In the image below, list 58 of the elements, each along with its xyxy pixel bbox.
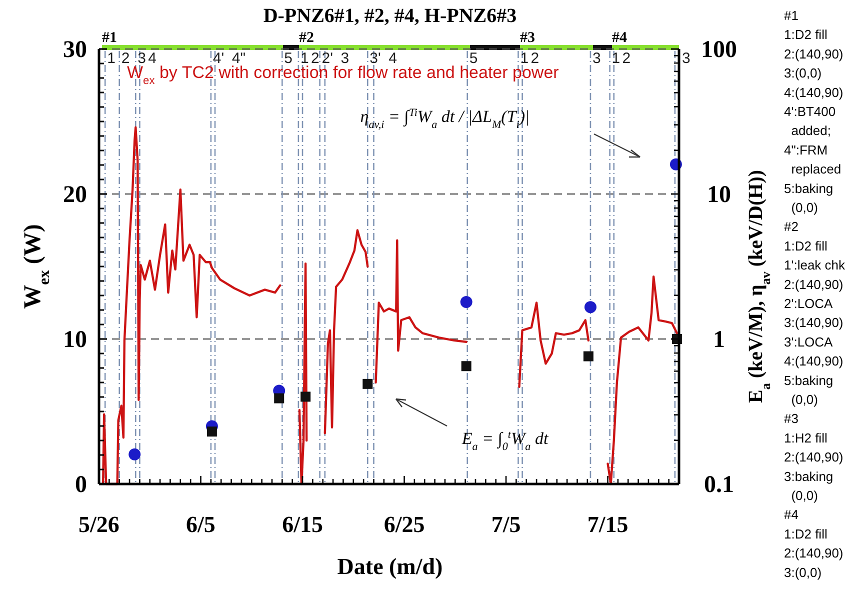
text: 1:H2 fill bbox=[784, 430, 828, 446]
ref-line-label: 3 bbox=[592, 50, 601, 67]
text: 2:(140,90) bbox=[784, 450, 844, 465]
text: 2':LOCA bbox=[784, 296, 834, 311]
text: η$_{av,i}$ = ∫$^{Ti}$W$_{a}$ dt / |ΔL$_{M}$(T$_{i}$)| bbox=[360, 107, 530, 131]
x-tick-label: 6/5 bbox=[186, 512, 216, 537]
ref-line-label: 1 bbox=[612, 50, 620, 67]
text: 2:(140,90) bbox=[784, 46, 844, 62]
text: #2 bbox=[299, 30, 314, 46]
y-tick-label: 0 bbox=[75, 472, 87, 498]
y2-tick-label: 100 bbox=[701, 37, 737, 63]
text: (0,0) bbox=[784, 488, 818, 503]
text: added; bbox=[784, 123, 831, 138]
x-axis-title: Date (m/d) bbox=[337, 554, 443, 579]
text: 2:(140,90) bbox=[784, 546, 844, 561]
y2-tick-label: 10 bbox=[707, 182, 731, 208]
text: 3:baking bbox=[784, 468, 834, 484]
text: (0,0) bbox=[784, 392, 818, 407]
text: 3:(0,0) bbox=[784, 564, 822, 580]
y2-tick-label: 1 bbox=[713, 327, 725, 353]
text: 3':LOCA bbox=[784, 334, 834, 350]
ref-line-label: 3 bbox=[682, 50, 690, 67]
text: (0,0) bbox=[784, 200, 818, 215]
text: 4":FRM bbox=[784, 142, 828, 158]
text: #3 bbox=[520, 30, 535, 46]
text: #2 bbox=[784, 219, 798, 234]
text: 4:(140,90) bbox=[784, 354, 844, 369]
x-tick-label: 7/5 bbox=[491, 512, 521, 537]
text: replaced bbox=[784, 162, 842, 177]
ref-line-label: 2 bbox=[622, 50, 631, 67]
text: 2:(140,90) bbox=[784, 276, 844, 292]
x-tick-label: 6/15 bbox=[282, 512, 323, 537]
text: #4 bbox=[612, 30, 628, 46]
y-tick-label: 10 bbox=[63, 327, 87, 353]
text: 5:baking bbox=[784, 372, 834, 388]
text: #4 bbox=[784, 507, 798, 522]
annotation: E$_{a}$ = ∫$_{0}$$^{t}$W$_{a}$ dt bbox=[460, 429, 550, 453]
text: 3:(140,90) bbox=[784, 315, 844, 330]
y-tick-label: 20 bbox=[63, 182, 87, 208]
text: #1 bbox=[784, 8, 798, 23]
text: #3 bbox=[784, 411, 798, 426]
text: 1:D2 fill bbox=[784, 526, 828, 542]
ref-line-label: 1 bbox=[107, 50, 116, 67]
text: 4':BT400 bbox=[784, 104, 836, 119]
text: 5:baking bbox=[784, 180, 834, 196]
text: 3:(0,0) bbox=[784, 66, 822, 81]
text: 4:(140,90) bbox=[784, 84, 844, 100]
ref-line-label: 2 bbox=[121, 50, 130, 67]
x-tick-label: 6/25 bbox=[384, 512, 425, 537]
y-tick-label: 30 bbox=[63, 37, 87, 63]
text: 1:D2 fill bbox=[784, 238, 828, 254]
y2-tick-label: 0.1 bbox=[704, 472, 734, 498]
x-tick-label: 5/26 bbox=[78, 512, 120, 537]
text: 1:D2 fill bbox=[784, 27, 828, 42]
chart-title: D-PNZ6#1, #2, #4, H-PNZ6#3 bbox=[263, 5, 517, 27]
x-tick-label: 7/15 bbox=[587, 512, 628, 537]
text: #1 bbox=[102, 30, 117, 46]
text: 1':leak chk bbox=[784, 258, 846, 273]
